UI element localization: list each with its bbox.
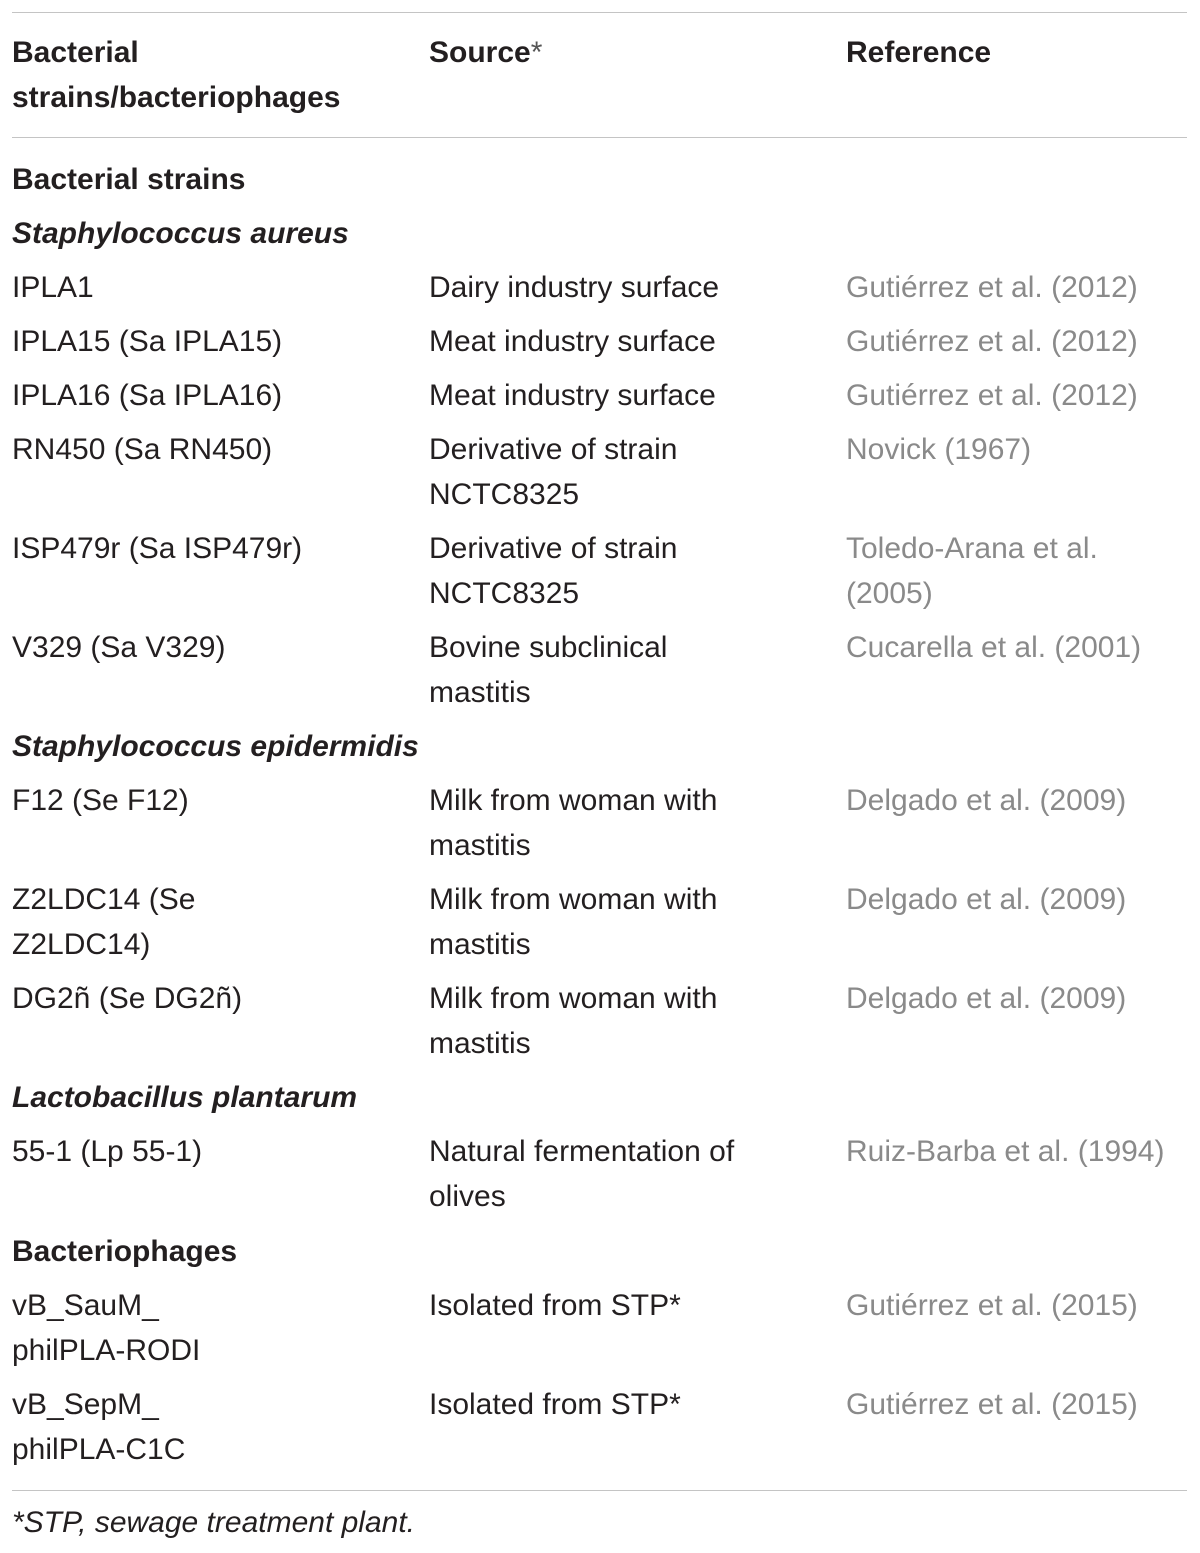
table-row-reference-cont[interactable]: (2005) <box>846 577 933 610</box>
top-rule <box>12 12 1187 13</box>
header-strain-line1: Bacterial <box>12 36 139 69</box>
table-row-strain-cont: philPLA-C1C <box>12 1433 186 1466</box>
table-row-reference[interactable]: Gutiérrez et al. (2015) <box>846 1388 1138 1421</box>
table-row-source-cont: NCTC8325 <box>429 478 580 511</box>
table-row-source: Bovine subclinical <box>429 631 668 664</box>
table-row-source-cont: mastitis <box>429 829 531 862</box>
section-s-aureus: Staphylococcus aureus <box>12 217 349 250</box>
table-row-reference[interactable]: Cucarella et al. (2001) <box>846 631 1142 664</box>
table-row-strain: F12 (Se F12) <box>12 784 189 817</box>
table-row-strain: IPLA1 <box>12 271 94 304</box>
table-row-source: Milk from woman with <box>429 883 718 916</box>
table-row-reference[interactable]: Delgado et al. (2009) <box>846 982 1127 1015</box>
table-row-source-cont: mastitis <box>429 928 531 961</box>
table-row-source: Dairy industry surface <box>429 271 720 304</box>
table-row-reference[interactable]: Novick (1967) <box>846 433 1032 466</box>
table-row-source: Derivative of strain <box>429 433 678 466</box>
table-row-strain: vB_SauM_ <box>12 1289 159 1322</box>
table-row-strain: V329 (Sa V329) <box>12 631 226 664</box>
section-l-plantarum: Lactobacillus plantarum <box>12 1081 358 1114</box>
table-row-reference[interactable]: Delgado et al. (2009) <box>846 784 1127 817</box>
table-row-strain: 55-1 (Lp 55-1) <box>12 1135 203 1168</box>
section-bacterial-strains: Bacterial strains <box>12 163 246 196</box>
table-row-strain: vB_SepM_ <box>12 1388 159 1421</box>
table-row-reference[interactable]: Ruiz-Barba et al. (1994) <box>846 1135 1165 1168</box>
table-row-strain-cont: Z2LDC14) <box>12 928 151 961</box>
table-row-source: Meat industry surface <box>429 379 716 412</box>
table-row-source: Milk from woman with <box>429 982 718 1015</box>
table-footnote: *STP, sewage treatment plant. <box>12 1506 416 1539</box>
table-row-source: Isolated from STP* <box>429 1388 681 1421</box>
table-row-strain: Z2LDC14 (Se <box>12 883 196 916</box>
table-row-strain: ISP479r (Sa ISP479r) <box>12 532 303 565</box>
section-s-epidermidis: Staphylococcus epidermidis <box>12 730 419 763</box>
bottom-rule <box>12 1490 1187 1491</box>
table-row-strain: RN450 (Sa RN450) <box>12 433 273 466</box>
table-row-source: Milk from woman with <box>429 784 718 817</box>
header-source: Source* <box>429 30 542 75</box>
table-row-reference[interactable]: Gutiérrez et al. (2015) <box>846 1289 1138 1322</box>
table-row-reference[interactable]: Gutiérrez et al. (2012) <box>846 271 1138 304</box>
table-row-source-cont: NCTC8325 <box>429 577 580 610</box>
table-row-source-cont: mastitis <box>429 1027 531 1060</box>
table-row-reference[interactable]: Toledo-Arana et al. <box>846 532 1098 565</box>
table-row-source-cont: olives <box>429 1180 506 1213</box>
table-row-reference[interactable]: Delgado et al. (2009) <box>846 883 1127 916</box>
table-row-source-cont: mastitis <box>429 676 531 709</box>
header-strain-line2: strains/bacteriophages <box>12 81 341 114</box>
header-reference: Reference <box>846 36 992 69</box>
table-row-strain: DG2ñ (Se DG2ñ) <box>12 982 243 1015</box>
table-row-source: Meat industry surface <box>429 325 716 358</box>
table-row-source: Derivative of strain <box>429 532 678 565</box>
table-row-reference[interactable]: Gutiérrez et al. (2012) <box>846 325 1138 358</box>
header-source-label: Source <box>429 36 531 69</box>
header-source-footnote-mark: * <box>530 36 543 69</box>
table-row-source: Isolated from STP* <box>429 1289 681 1322</box>
header-rule <box>12 137 1187 138</box>
table-row-source: Natural fermentation of <box>429 1135 735 1168</box>
section-bacteriophages: Bacteriophages <box>12 1235 238 1268</box>
table-row-strain: IPLA15 (Sa IPLA15) <box>12 325 283 358</box>
table-row-strain: IPLA16 (Sa IPLA16) <box>12 379 283 412</box>
table-row-strain-cont: philPLA-RODI <box>12 1334 201 1367</box>
table-row-reference[interactable]: Gutiérrez et al. (2012) <box>846 379 1138 412</box>
